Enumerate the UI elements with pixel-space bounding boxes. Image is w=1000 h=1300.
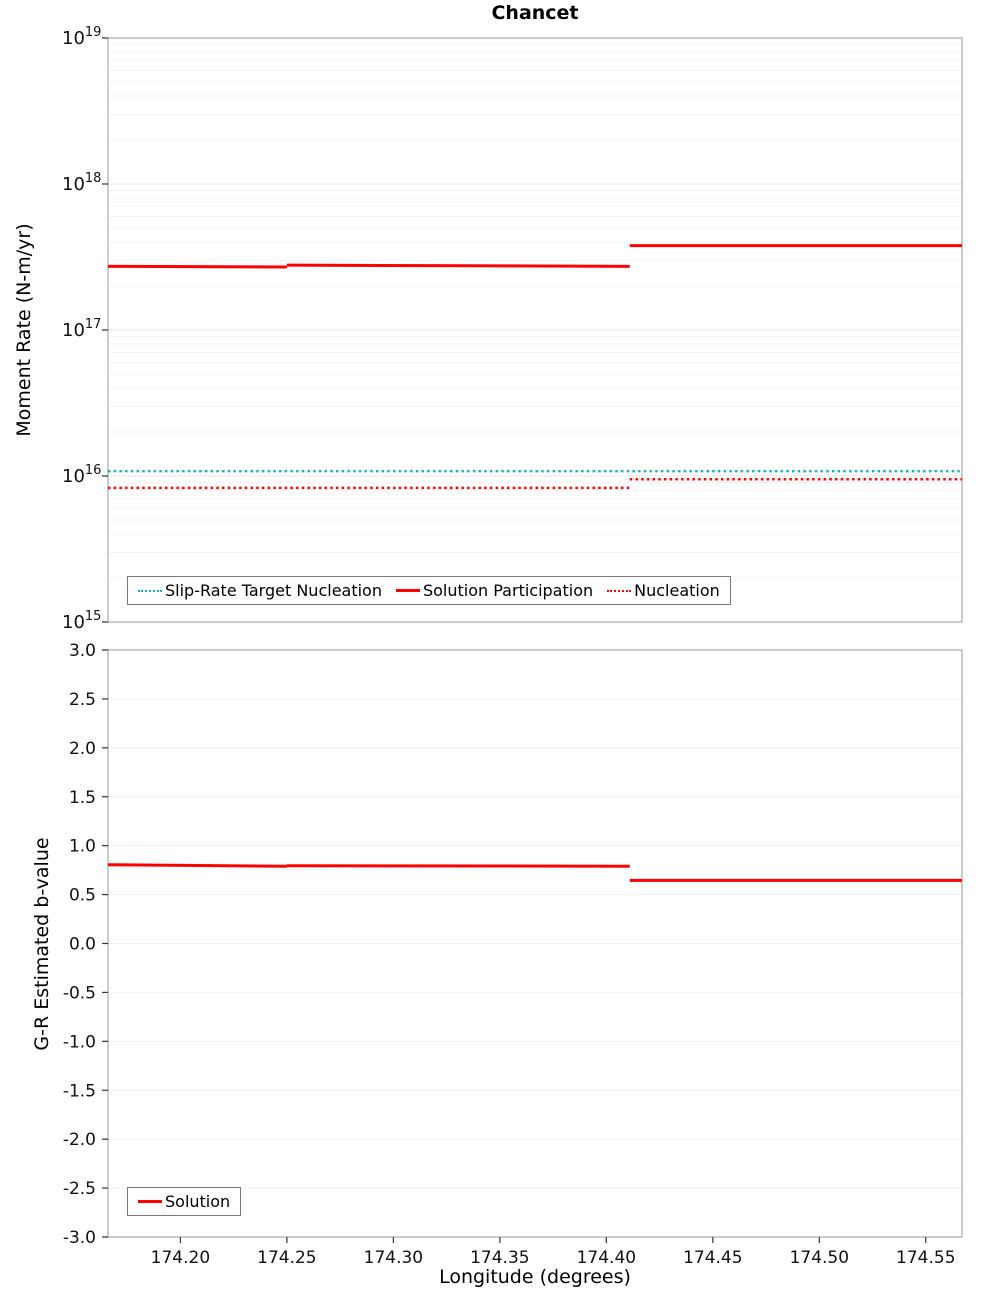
- y-tick-label: -3.0: [63, 1228, 96, 1248]
- series-line-solution-participation: [286, 263, 630, 268]
- y-tick-label: 3.0: [69, 641, 96, 661]
- legend-entry-solution: Solution: [138, 1192, 230, 1211]
- y-tick-label: 2.0: [69, 739, 96, 759]
- chart-title: Chancet: [491, 2, 579, 24]
- y-tick-label: 1019: [62, 25, 101, 49]
- b-value-legend: Solution: [127, 1187, 242, 1216]
- x-tick-label: 174.20: [151, 1248, 210, 1268]
- slip-rate-target-nucleation-line-swatch: [138, 589, 162, 592]
- x-tick-label: 174.25: [257, 1248, 316, 1268]
- legend-entry-slip-rate-target-nucleation: Slip-Rate Target Nucleation: [138, 581, 382, 600]
- y-tick-label: 1018: [62, 171, 101, 195]
- y-tick-label: 1.0: [69, 837, 96, 857]
- x-tick-label: 174.30: [364, 1248, 423, 1268]
- series-line-solution: [107, 863, 287, 868]
- legend-label: Solution Participation: [422, 581, 594, 600]
- y-tick-label: 0.5: [69, 886, 96, 906]
- b-value-chart-canvas: -3.0 -2.5 -2.0 -1.5 -1.0 -0.5 0.0 0.5 1.0 1.5 2.0 2…: [63, 641, 963, 1268]
- y-tick-label: 1015: [62, 609, 101, 633]
- y-tick-label: 2.5: [69, 690, 96, 710]
- y-tick-label: 1016: [62, 463, 101, 487]
- x-axis-label-longitude: Longitude (degrees): [439, 1266, 631, 1288]
- x-tick-label: 174.35: [470, 1248, 529, 1268]
- y-tick-label: -0.5: [63, 983, 96, 1003]
- legend-entry-solution-participation: Solution Participation: [395, 581, 594, 600]
- y-tick-label: -2.0: [63, 1130, 96, 1150]
- series-line-solution-participation: [107, 264, 287, 269]
- legend-label: Nucleation: [634, 581, 720, 600]
- moment-rate-chart-canvas: 1015 1016 1017 1018 1019: [62, 25, 963, 633]
- legend-label: Solution: [165, 1192, 231, 1211]
- x-tick-label: 174.45: [683, 1248, 742, 1268]
- y-tick-label: -1.0: [63, 1032, 96, 1052]
- y-tick-label: -2.5: [63, 1179, 96, 1199]
- y-tick-label: 1.5: [69, 788, 96, 808]
- legend-entry-nucleation: Nucleation: [607, 581, 720, 600]
- y-tick-label: -1.5: [63, 1081, 96, 1101]
- x-tick-label: 174.55: [896, 1248, 955, 1268]
- y-tick-label: 0.0: [69, 935, 96, 955]
- legend-label: Slip-Rate Target Nucleation: [165, 581, 382, 600]
- y-tick-label: 1017: [62, 317, 101, 341]
- solution-participation-line-swatch: [395, 589, 420, 592]
- moment-rate-legend: Slip-Rate Target Nucleation Solution Par…: [127, 576, 731, 605]
- x-tick-label: 174.40: [577, 1248, 636, 1268]
- nucleation-line-swatch: [607, 589, 632, 592]
- x-tick-label: 174.50: [790, 1248, 849, 1268]
- solution-line-swatch: [138, 1200, 162, 1203]
